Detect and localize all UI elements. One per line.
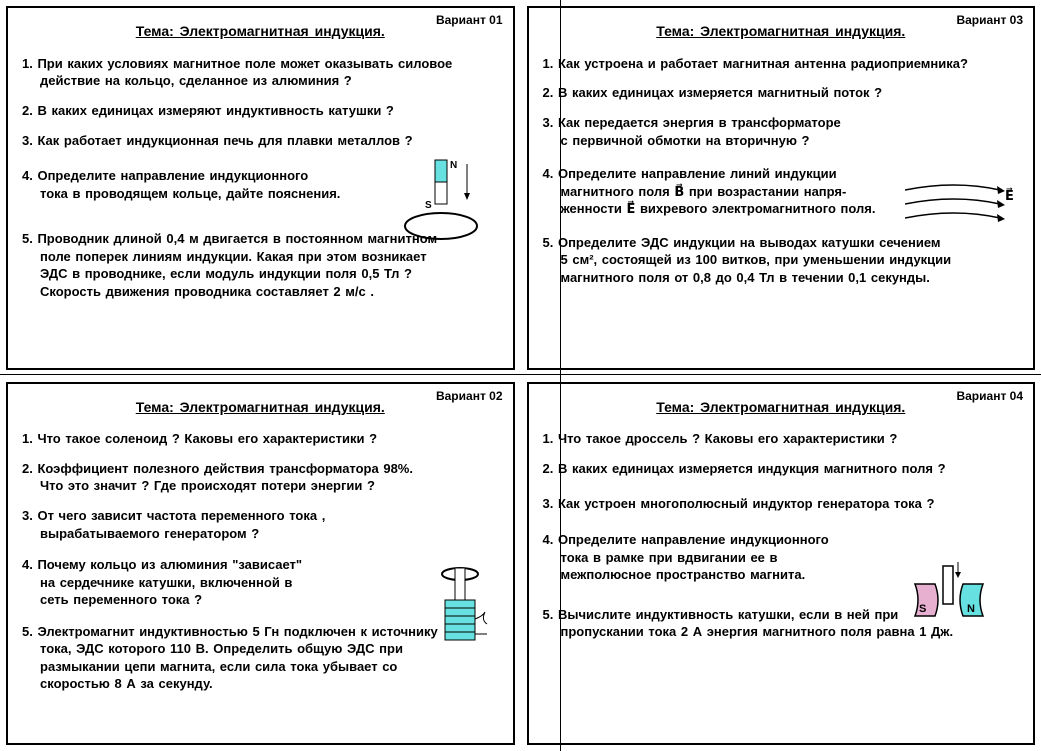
variant-label: Вариант 03 — [956, 12, 1023, 28]
svg-text:N: N — [450, 160, 457, 171]
card-variant-01: Вариант 01 Тема: Электромагнитная индукц… — [6, 6, 515, 370]
card-variant-02: Вариант 02 Тема: Электромагнитная индукц… — [6, 382, 515, 746]
theme-title: Тема: Электромагнитная индукция. — [22, 22, 499, 41]
question-3: 3. Как работает индукционная печь для пл… — [22, 132, 499, 150]
theme-title: Тема: Электромагнитная индукция. — [543, 22, 1020, 41]
variant-label: Вариант 02 — [436, 388, 503, 404]
field-lines-diagram: E⃗ — [905, 178, 1015, 238]
variant-label: Вариант 04 — [956, 388, 1023, 404]
theme-title: Тема: Электромагнитная индукция. — [22, 398, 499, 417]
question-2: 2. В каких единицах измеряется магнитный… — [543, 84, 1020, 102]
svg-text:S: S — [919, 603, 926, 615]
question-1: 1. Как устроена и работает магнитная ант… — [543, 55, 1020, 73]
variant-label: Вариант 01 — [436, 12, 503, 28]
question-3: 3. От чего зависит частота переменного т… — [22, 507, 499, 542]
question-1: 1. Что такое дроссель ? Каковы его харак… — [543, 430, 1020, 448]
svg-text:N: N — [967, 603, 975, 615]
card-variant-04: Вариант 04 Тема: Электромагнитная индукц… — [527, 382, 1036, 746]
cards-grid: Вариант 01 Тема: Электромагнитная индукц… — [0, 0, 1041, 751]
question-3: 3. Как устроен многополюсный индуктор ге… — [543, 495, 1020, 513]
coil-ring-diagram — [425, 564, 495, 654]
svg-text:E⃗: E⃗ — [1005, 188, 1014, 203]
question-2: 2. В каких единицах измеряют индуктивнос… — [22, 102, 499, 120]
question-1: 1. Что такое соленоид ? Каковы его харак… — [22, 430, 499, 448]
question-5: 5. Определите ЭДС индукции на выводах ка… — [543, 234, 1020, 287]
magnet-frame-diagram: S N — [905, 560, 1015, 625]
theme-title: Тема: Электромагнитная индукция. — [543, 398, 1020, 417]
question-3: 3. Как передается энергия в трансформато… — [543, 114, 1020, 149]
question-2: 2. В каких единицах измеряется индукция … — [543, 460, 1020, 478]
magnet-ring-diagram: N S — [395, 158, 495, 248]
question-2: 2. Коэффициент полезного действия трансф… — [22, 460, 499, 495]
card-variant-03: Вариант 03 Тема: Электромагнитная индукц… — [527, 6, 1036, 370]
question-1: 1. При каких условиях магнитное поле мож… — [22, 55, 499, 90]
horizontal-divider — [0, 374, 1041, 375]
svg-text:S: S — [425, 200, 432, 211]
